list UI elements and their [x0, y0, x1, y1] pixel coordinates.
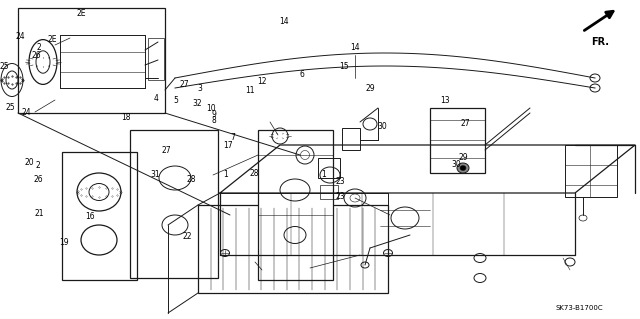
- Text: 9: 9: [211, 110, 216, 119]
- Text: 29: 29: [365, 84, 375, 93]
- Text: 26: 26: [32, 51, 42, 60]
- Text: 14: 14: [350, 43, 360, 53]
- Ellipse shape: [457, 163, 469, 173]
- Text: 8: 8: [212, 116, 216, 125]
- Text: 19: 19: [59, 238, 69, 247]
- Bar: [198, 205, 388, 293]
- Bar: [130, 130, 218, 278]
- Bar: [342, 128, 360, 150]
- Text: 17: 17: [223, 141, 233, 150]
- Text: 13: 13: [440, 96, 450, 105]
- Text: 28: 28: [186, 175, 196, 184]
- Text: 29: 29: [458, 153, 468, 162]
- Text: 25: 25: [5, 103, 15, 113]
- Text: 24: 24: [16, 32, 26, 41]
- Text: 20: 20: [25, 158, 35, 167]
- Bar: [430, 108, 485, 173]
- Text: 2E: 2E: [48, 35, 58, 44]
- Text: 6: 6: [300, 70, 305, 79]
- Text: 15: 15: [339, 62, 349, 71]
- Text: 16: 16: [84, 212, 95, 221]
- Text: 27: 27: [162, 146, 172, 155]
- Text: 2: 2: [36, 160, 40, 169]
- Bar: [320, 185, 338, 199]
- Bar: [318, 158, 340, 178]
- Text: 25: 25: [0, 63, 10, 71]
- Text: 4: 4: [154, 94, 159, 103]
- Text: 1: 1: [322, 170, 326, 179]
- Text: 10: 10: [207, 104, 216, 113]
- Text: 27: 27: [461, 119, 470, 128]
- Text: FR.: FR.: [591, 37, 609, 47]
- Text: SK73-B1700C: SK73-B1700C: [555, 305, 603, 311]
- Text: 7: 7: [230, 133, 236, 142]
- Text: 2: 2: [37, 43, 42, 52]
- Text: 23: 23: [335, 192, 345, 201]
- Text: 11: 11: [245, 86, 255, 95]
- Text: 21: 21: [34, 209, 44, 218]
- Text: 2E: 2E: [77, 9, 86, 18]
- Text: 28: 28: [250, 169, 259, 178]
- Text: 30: 30: [452, 160, 461, 169]
- Bar: [258, 130, 333, 280]
- Text: 14: 14: [279, 17, 289, 26]
- Text: 22: 22: [182, 232, 191, 241]
- Text: 3: 3: [197, 84, 202, 93]
- Text: 24: 24: [22, 108, 31, 116]
- Bar: [148, 38, 164, 80]
- Text: 32: 32: [193, 99, 202, 108]
- Text: 12: 12: [257, 77, 266, 86]
- Text: 26: 26: [33, 175, 43, 184]
- Text: 27: 27: [180, 80, 189, 89]
- Text: 18: 18: [122, 113, 131, 122]
- Bar: [18, 8, 165, 113]
- Text: 5: 5: [173, 96, 178, 105]
- Text: 31: 31: [150, 170, 160, 179]
- Text: 1: 1: [223, 170, 228, 179]
- Text: 23: 23: [335, 177, 345, 186]
- Ellipse shape: [460, 166, 466, 170]
- Bar: [62, 152, 137, 280]
- Bar: [565, 145, 617, 197]
- Text: 30: 30: [378, 122, 387, 131]
